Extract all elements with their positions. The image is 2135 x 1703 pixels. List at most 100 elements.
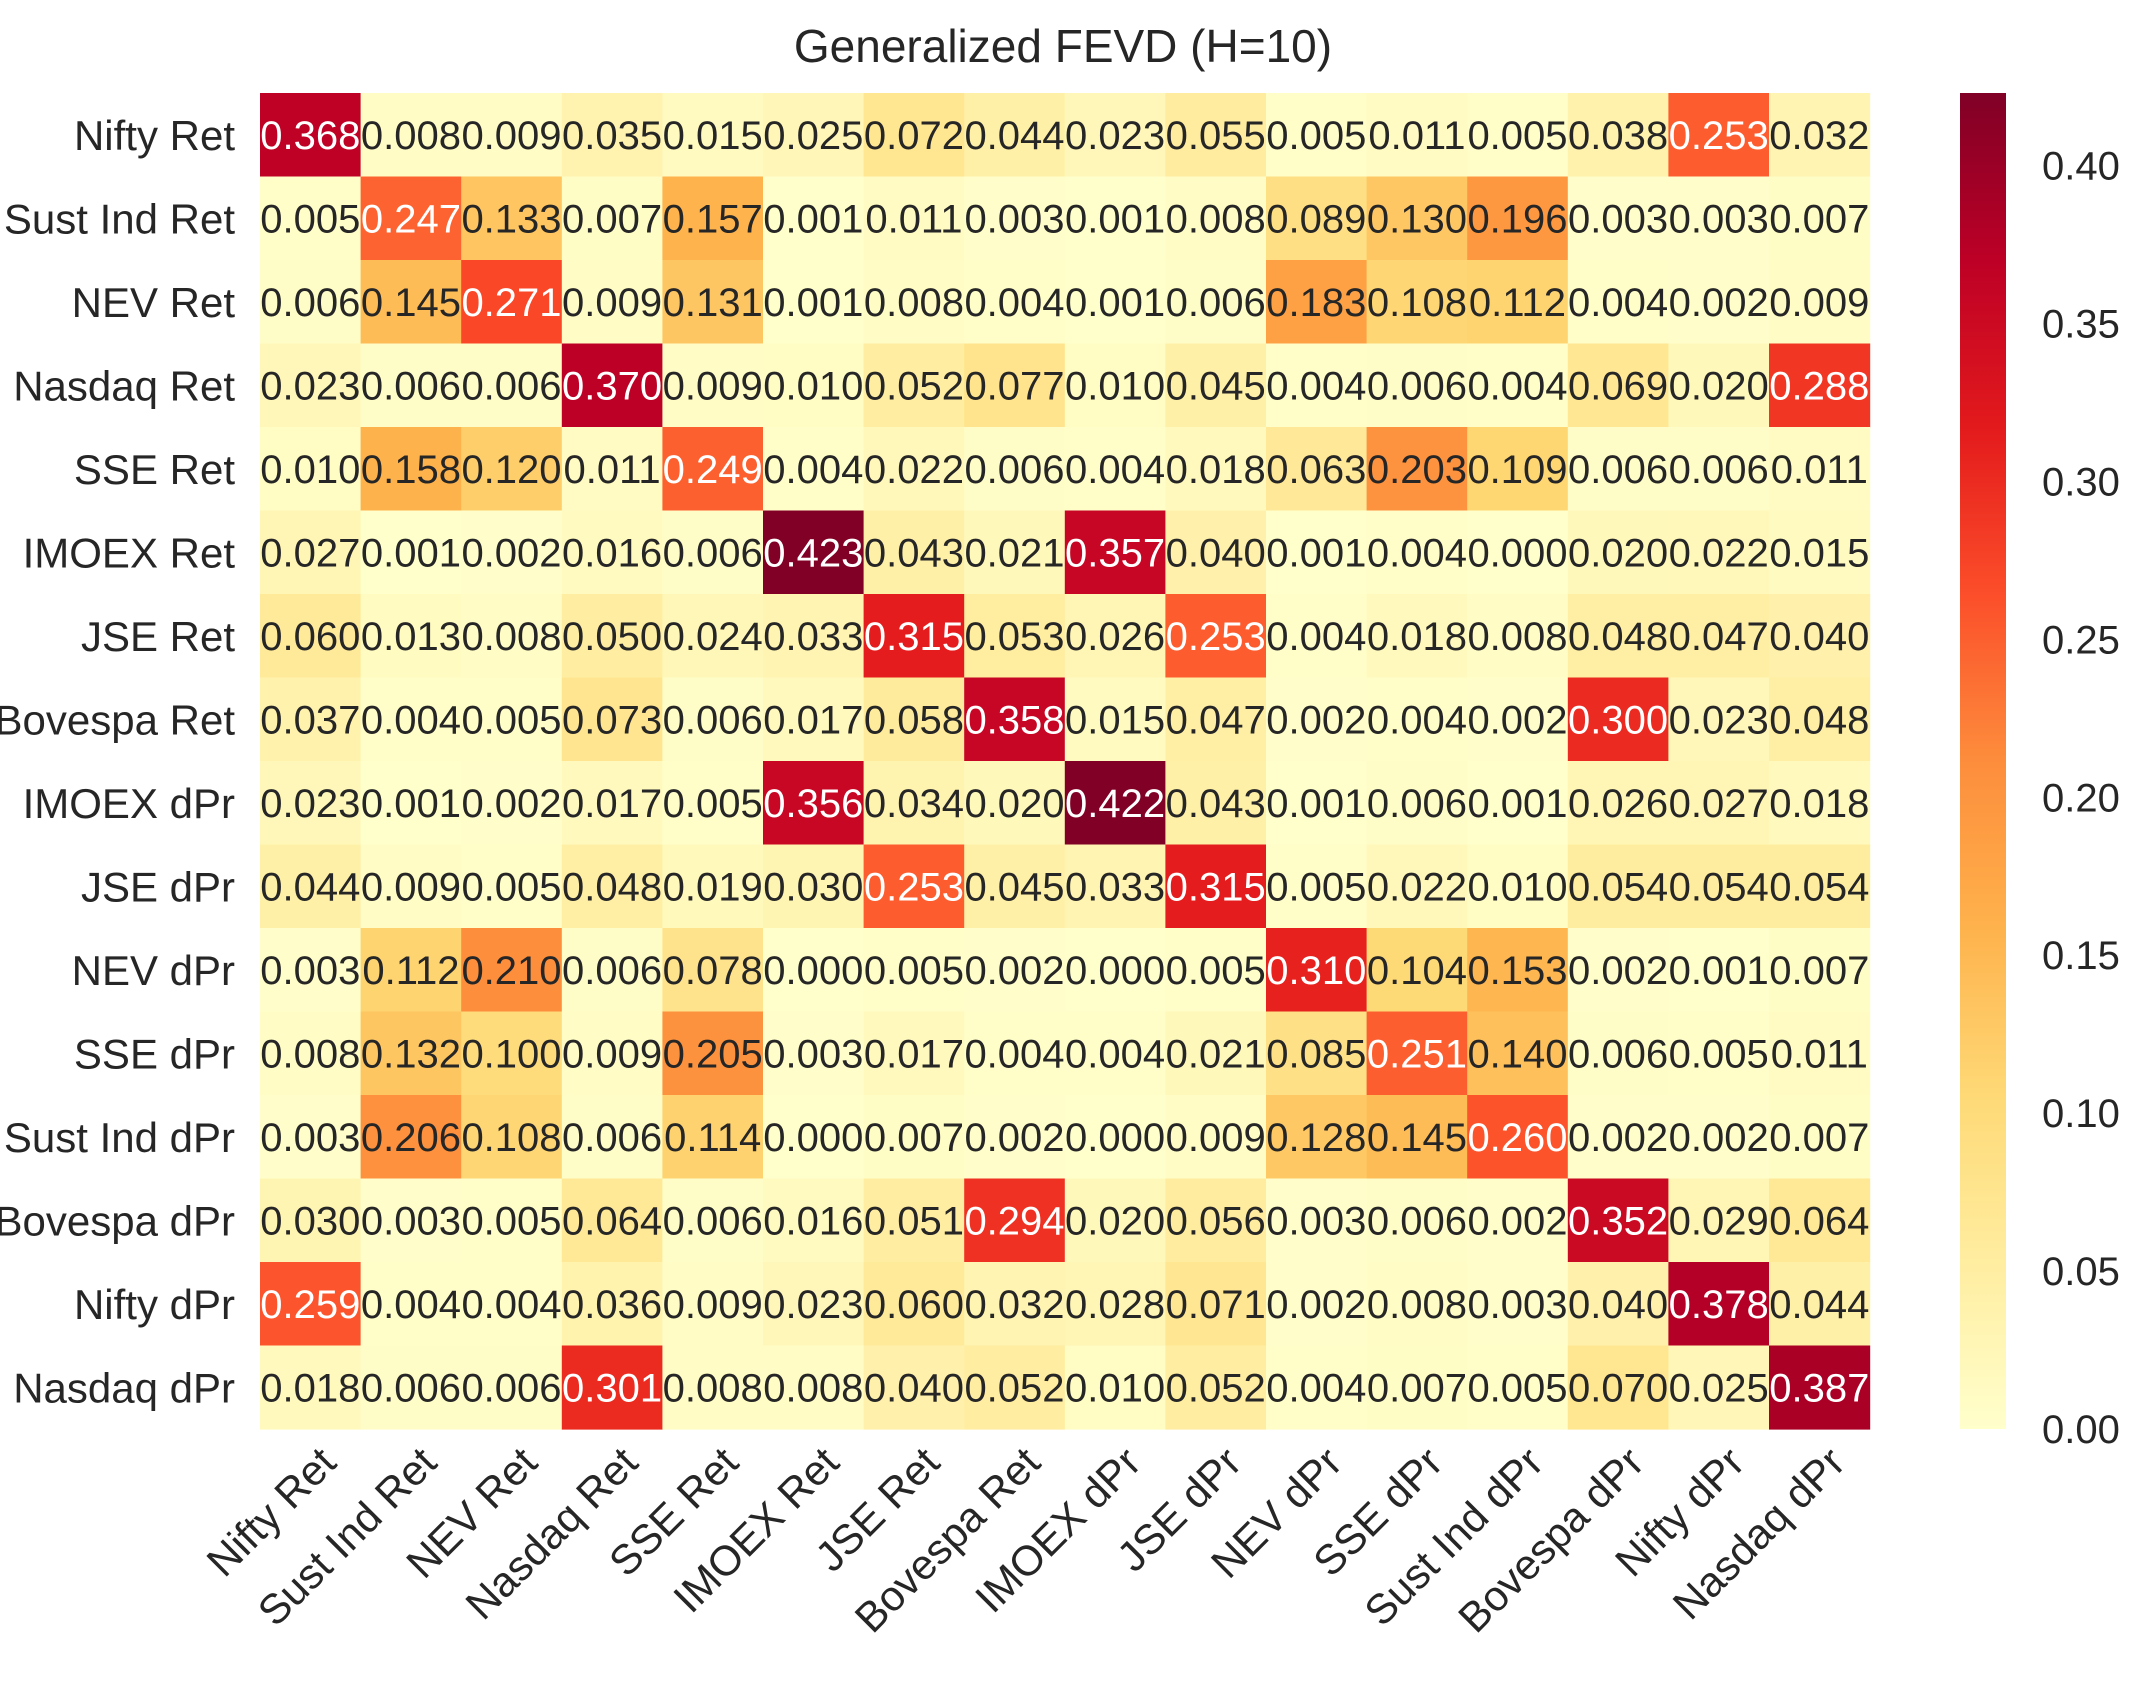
cell-value-label: 0.158 <box>361 448 461 492</box>
heatmap-cell-sse-ret-jse-ret <box>863 427 965 512</box>
cell-value-label: 0.006 <box>461 1366 561 1410</box>
heatmap-cell-jse-ret-imoex-dpr <box>1064 594 1166 679</box>
heatmap-cell-imoex-dpr-nifty-dpr <box>1668 761 1770 846</box>
cell-value-label: 0.002 <box>1266 1283 1366 1327</box>
heatmap-cell-nasdaq-ret-imoex-dpr <box>1064 343 1166 428</box>
cell-value-label: 0.004 <box>361 1283 461 1327</box>
cell-value-label: 0.008 <box>260 1032 360 1076</box>
cell-value-label: 0.006 <box>1367 1199 1467 1243</box>
heatmap-cell-nifty-ret-sust-ind-dpr <box>1467 93 1569 178</box>
heatmap-cell-sust-ind-dpr-imoex-ret <box>763 1095 865 1180</box>
heatmap-cell-jse-ret-nifty-ret <box>260 594 362 679</box>
cell-value-label: 0.005 <box>260 197 360 241</box>
heatmap-cell-imoex-ret-jse-ret <box>863 510 965 595</box>
heatmap-cell-nifty-dpr-nifty-ret <box>260 1262 362 1347</box>
cell-value-label: 0.077 <box>964 364 1064 408</box>
heatmap-cell-sse-dpr-imoex-dpr <box>1064 1011 1166 1096</box>
heatmap-cell-imoex-dpr-imoex-ret <box>763 761 865 846</box>
cell-value-label: 0.016 <box>763 1199 863 1243</box>
heatmap-cell-jse-dpr-jse-ret <box>863 844 965 929</box>
heatmap-cell-imoex-dpr-nev-ret <box>461 761 563 846</box>
heatmap-cell-bovespa-ret-sust-ind-ret <box>360 677 462 762</box>
cell-value-label: 0.004 <box>1568 281 1668 325</box>
heatmap-cell-nasdaq-ret-sse-dpr <box>1366 343 1468 428</box>
cell-value-label: 0.007 <box>1769 197 1869 241</box>
heatmap-cell-nev-dpr-nifty-dpr <box>1668 928 1770 1013</box>
cell-value-label: 0.368 <box>260 114 360 158</box>
heatmap-cell-nifty-dpr-bovespa-dpr <box>1567 1262 1669 1347</box>
cell-value-label: 0.058 <box>864 698 964 742</box>
cell-value-label: 0.004 <box>1266 615 1366 659</box>
cell-value-label: 0.004 <box>1065 1032 1165 1076</box>
colorbar-tick-label: 0.35 <box>2042 303 2120 347</box>
cell-value-label: 0.060 <box>260 615 360 659</box>
cell-value-label: 0.010 <box>763 364 863 408</box>
heatmap-cell-nasdaq-dpr-nev-dpr <box>1266 1345 1368 1430</box>
row-label-nifty-dpr: Nifty dPr <box>74 1281 235 1328</box>
heatmap-cell-nev-ret-jse-dpr <box>1165 260 1267 345</box>
cell-value-label: 0.072 <box>864 114 964 158</box>
cell-value-label: 0.085 <box>1266 1032 1366 1076</box>
cell-value-label: 0.040 <box>1769 615 1869 659</box>
colorbar-tick-label: 0.20 <box>2042 776 2120 820</box>
cell-value-label: 0.044 <box>964 114 1064 158</box>
cell-value-label: 0.128 <box>1266 1116 1366 1160</box>
heatmap-cell-sust-ind-dpr-nev-ret <box>461 1095 563 1180</box>
cell-value-label: 0.002 <box>1669 281 1769 325</box>
heatmap-cell-sse-dpr-sse-dpr <box>1366 1011 1468 1096</box>
heatmap-cell-imoex-ret-sse-ret <box>662 510 764 595</box>
cell-value-label: 0.045 <box>964 865 1064 909</box>
row-label-imoex-ret: IMOEX Ret <box>23 529 236 576</box>
heatmap-cell-nev-ret-nifty-dpr <box>1668 260 1770 345</box>
heatmap-cell-sse-ret-nev-ret <box>461 427 563 512</box>
heatmap-cell-nev-dpr-jse-ret <box>863 928 965 1013</box>
cell-value-label: 0.011 <box>865 197 962 241</box>
heatmap-cell-nev-dpr-nev-ret <box>461 928 563 1013</box>
cell-value-label: 0.021 <box>1166 1032 1266 1076</box>
heatmap-cell-jse-dpr-nasdaq-dpr <box>1769 844 1871 929</box>
cell-value-label: 0.033 <box>1065 865 1165 909</box>
cell-value-label: 0.352 <box>1568 1199 1668 1243</box>
cell-value-label: 0.044 <box>1769 1283 1869 1327</box>
cell-value-label: 0.009 <box>562 1032 662 1076</box>
heatmap-cell-nifty-dpr-sse-dpr <box>1366 1262 1468 1347</box>
cell-value-label: 0.006 <box>1367 782 1467 826</box>
cell-value-label: 0.007 <box>1367 1366 1467 1410</box>
cell-value-label: 0.022 <box>864 448 964 492</box>
cell-value-label: 0.003 <box>1568 197 1668 241</box>
heatmap-cell-nev-ret-bovespa-ret <box>964 260 1066 345</box>
cell-value-label: 0.288 <box>1769 364 1869 408</box>
heatmap-cell-nifty-ret-sust-ind-ret <box>360 93 462 178</box>
heatmap-cell-imoex-ret-imoex-ret <box>763 510 865 595</box>
cell-value-label: 0.000 <box>1065 949 1165 993</box>
heatmap-cell-jse-dpr-sse-ret <box>662 844 764 929</box>
cell-value-label: 0.015 <box>663 114 763 158</box>
cell-value-label: 0.004 <box>964 1032 1064 1076</box>
heatmap-cell-sse-ret-sse-dpr <box>1366 427 1468 512</box>
cell-value-label: 0.069 <box>1568 364 1668 408</box>
heatmap-cell-imoex-ret-nifty-ret <box>260 510 362 595</box>
cell-value-label: 0.210 <box>461 949 561 993</box>
cell-value-label: 0.006 <box>260 281 360 325</box>
cell-value-label: 0.002 <box>964 949 1064 993</box>
cell-value-label: 0.020 <box>1669 364 1769 408</box>
cell-value-label: 0.048 <box>562 865 662 909</box>
cell-value-label: 0.006 <box>663 698 763 742</box>
heatmap-cell-sust-ind-dpr-sse-ret <box>662 1095 764 1180</box>
heatmap-cell-jse-ret-sust-ind-ret <box>360 594 462 679</box>
cell-value-label: 0.023 <box>1669 698 1769 742</box>
heatmap-cell-nifty-ret-nifty-ret <box>260 93 362 178</box>
heatmap-cell-nifty-dpr-jse-dpr <box>1165 1262 1267 1347</box>
cell-value-label: 0.003 <box>763 1032 863 1076</box>
heatmap-cell-nasdaq-ret-nev-ret <box>461 343 563 428</box>
heatmap-cell-sust-ind-dpr-sse-dpr <box>1366 1095 1468 1180</box>
cell-value-label: 0.060 <box>864 1283 964 1327</box>
cell-value-label: 0.423 <box>763 531 863 575</box>
cell-value-label: 0.205 <box>663 1032 763 1076</box>
heatmap-cell-jse-dpr-bovespa-ret <box>964 844 1066 929</box>
heatmap-cell-jse-ret-sse-dpr <box>1366 594 1468 679</box>
heatmap-cell-nev-dpr-sse-dpr <box>1366 928 1468 1013</box>
cell-value-label: 0.011 <box>1368 114 1465 158</box>
row-labels: Nifty Ret Sust Ind Ret NEV Ret Nasdaq Ret SS… <box>0 112 235 1412</box>
heatmap-cell-bovespa-ret-nev-dpr <box>1266 677 1368 762</box>
